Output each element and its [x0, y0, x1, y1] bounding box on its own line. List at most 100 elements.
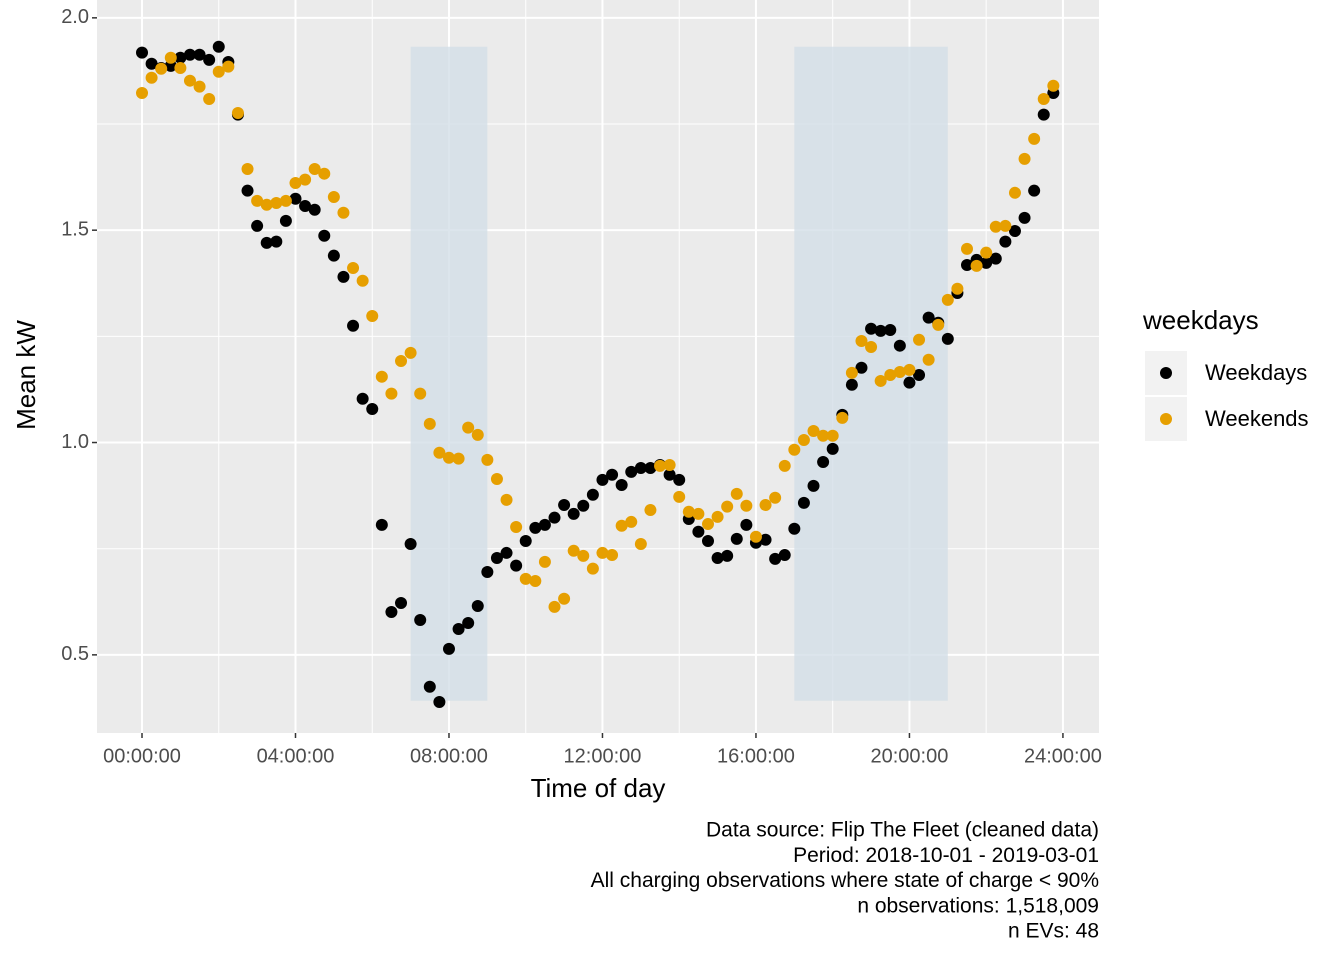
data-point — [884, 368, 897, 381]
data-point — [327, 191, 340, 204]
data-point — [318, 229, 331, 242]
data-point — [701, 535, 714, 548]
x-tick-label: 12:00:00 — [564, 745, 642, 767]
data-point — [193, 80, 206, 93]
data-point — [136, 46, 149, 59]
data-point — [634, 538, 647, 551]
data-point — [778, 549, 791, 562]
data-point — [471, 428, 484, 441]
data-point — [347, 319, 360, 332]
data-point — [932, 318, 945, 331]
data-point — [769, 491, 782, 504]
data-point — [922, 353, 935, 366]
data-point — [980, 256, 993, 269]
data-point — [356, 392, 369, 405]
data-point — [174, 61, 187, 74]
data-point — [586, 562, 599, 575]
data-point — [663, 459, 676, 472]
data-point — [922, 311, 935, 324]
data-point — [788, 522, 801, 535]
data-point — [855, 361, 868, 374]
data-point — [174, 51, 187, 64]
data-point — [529, 574, 542, 587]
data-point — [529, 521, 542, 534]
data-point — [203, 92, 216, 105]
data-point — [356, 274, 369, 287]
data-point — [260, 236, 273, 249]
y-tick-label: 1.0 — [61, 431, 89, 453]
data-point — [308, 203, 321, 216]
data-point — [1028, 132, 1041, 145]
data-point — [596, 473, 609, 486]
data-point — [481, 453, 494, 466]
data-point — [299, 199, 312, 212]
data-point — [615, 478, 628, 491]
data-point — [730, 532, 743, 545]
legend-label: Weekdays — [1205, 360, 1307, 385]
data-point — [970, 259, 983, 272]
data-point — [404, 538, 417, 551]
data-point — [212, 40, 225, 53]
data-point — [327, 249, 340, 262]
data-point — [759, 498, 772, 511]
data-point — [241, 163, 254, 176]
data-point — [395, 354, 408, 367]
y-tick-label: 0.5 — [61, 643, 89, 665]
data-point — [385, 605, 398, 618]
legend-marker — [1160, 413, 1172, 425]
data-point — [251, 194, 264, 207]
y-tick-label: 2.0 — [61, 6, 89, 28]
x-tick-label: 08:00:00 — [410, 745, 488, 767]
data-point — [510, 559, 523, 572]
data-point — [318, 167, 331, 180]
y-tick-label: 1.5 — [61, 218, 89, 240]
data-point — [654, 459, 667, 472]
data-point — [183, 48, 196, 61]
data-point — [855, 335, 868, 348]
data-point — [711, 510, 724, 523]
data-point — [145, 57, 158, 70]
caption-line: Data source: Flip The Fleet (cleaned dat… — [706, 819, 1099, 842]
data-point — [817, 429, 830, 442]
data-point — [759, 533, 772, 546]
data-point — [606, 549, 619, 562]
data-point — [375, 370, 388, 383]
data-point — [558, 498, 571, 511]
data-point — [251, 219, 264, 232]
legend-title: weekdays — [1142, 305, 1259, 335]
data-point — [721, 549, 734, 562]
data-point — [797, 433, 810, 446]
data-point — [270, 235, 283, 248]
data-point — [519, 535, 532, 548]
data-point — [567, 544, 580, 557]
data-point — [874, 374, 887, 387]
caption-line: Period: 2018-10-01 - 2019-03-01 — [793, 844, 1099, 867]
data-point — [980, 246, 993, 259]
data-point — [845, 378, 858, 391]
data-point — [989, 252, 1002, 265]
data-point — [817, 456, 830, 469]
data-point — [836, 411, 849, 424]
data-point — [903, 363, 916, 376]
data-point — [404, 346, 417, 359]
data-point — [395, 597, 408, 610]
data-point — [625, 515, 638, 528]
data-point — [807, 425, 820, 438]
x-tick-label: 04:00:00 — [257, 745, 335, 767]
data-point — [577, 499, 590, 512]
data-point — [884, 323, 897, 336]
data-point — [663, 468, 676, 481]
data-point — [366, 309, 379, 322]
data-point — [989, 220, 1002, 233]
data-point — [615, 519, 628, 532]
data-point — [452, 452, 465, 465]
data-point — [701, 518, 714, 531]
data-point — [500, 546, 513, 559]
data-point — [951, 282, 964, 295]
y-axis-title: Mean kW — [11, 320, 41, 430]
plot-panel — [97, 0, 1099, 733]
data-point — [279, 194, 292, 207]
data-point — [1018, 211, 1031, 224]
legend-label: Weekends — [1205, 406, 1309, 431]
